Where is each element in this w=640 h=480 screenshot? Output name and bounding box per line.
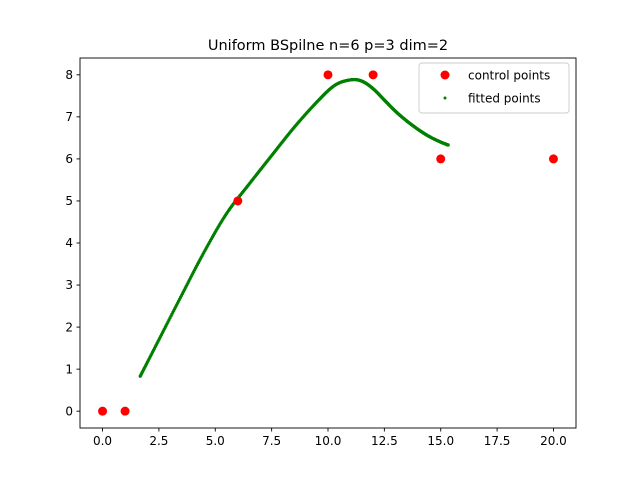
x-tick-label-3: 7.5 xyxy=(262,434,281,448)
plot-frame xyxy=(79,57,577,429)
legend-label-control-points: control points xyxy=(468,69,550,83)
x-tick-label-5: 12.5 xyxy=(371,434,398,448)
legend-box xyxy=(418,62,570,114)
control-point-5 xyxy=(436,154,446,164)
x-tick-label-0: 0.0 xyxy=(93,434,112,448)
y-tick-label-0: 0 xyxy=(65,404,73,418)
fitted-points-layer xyxy=(138,77,450,378)
legend-marker-control-points xyxy=(440,70,450,80)
y-tick-label-6: 6 xyxy=(65,152,73,166)
control-point-4 xyxy=(368,70,378,80)
control-point-6 xyxy=(548,154,558,164)
chart-title: Uniform BSpilne n=6 p=3 dim=2 xyxy=(208,38,448,54)
y-tick-label-7: 7 xyxy=(65,110,73,124)
control-point-3 xyxy=(323,70,333,80)
x-tick-label-1: 2.5 xyxy=(149,434,168,448)
control-point-1 xyxy=(120,406,130,416)
y-tick-label-1: 1 xyxy=(65,362,73,376)
x-tick-label-2: 5.0 xyxy=(206,434,225,448)
y-tick-label-5: 5 xyxy=(65,194,73,208)
control-points-layer xyxy=(98,70,558,416)
fitted-point xyxy=(446,143,450,147)
x-tick-label-4: 10.0 xyxy=(315,434,342,448)
legend-label-fitted-points: fitted points xyxy=(468,92,541,106)
y-tick-label-8: 8 xyxy=(65,68,73,82)
control-point-0 xyxy=(98,406,108,416)
axis-ticks: 0.0 2.5 5.0 7.5 10.0 12.5 15.0 17.5 20.0 0 1 2 3 4 5 6 7… xyxy=(65,68,566,448)
x-tick-label-6: 15.0 xyxy=(427,434,454,448)
y-tick-label-3: 3 xyxy=(65,278,73,292)
y-tick-label-4: 4 xyxy=(65,236,73,250)
control-point-2 xyxy=(233,196,243,206)
y-tick-label-2: 2 xyxy=(65,320,73,334)
x-tick-label-7: 17.5 xyxy=(484,434,511,448)
x-tick-label-8: 20.0 xyxy=(540,434,567,448)
legend-marker-fitted-points xyxy=(443,96,447,100)
legend: control points fitted points xyxy=(418,62,570,114)
